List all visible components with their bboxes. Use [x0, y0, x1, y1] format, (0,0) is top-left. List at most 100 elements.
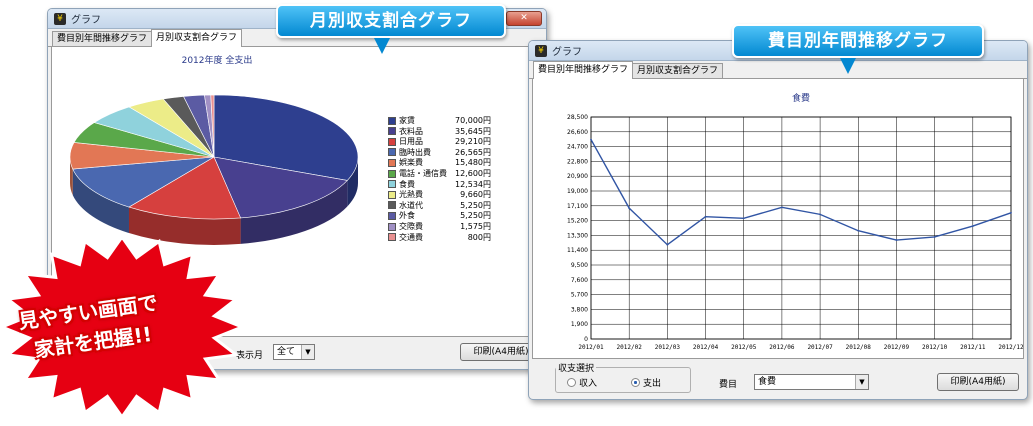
pie-slice-11	[210, 94, 215, 158]
legend-swatch	[388, 127, 396, 136]
tab-yearly-trend[interactable]: 費目別年間推移グラフ	[533, 61, 634, 79]
legend-value: 15,480円	[455, 158, 491, 168]
pie-side-3	[72, 169, 129, 234]
legend-swatch	[388, 148, 396, 157]
data-point	[933, 236, 936, 238]
data-point	[742, 217, 745, 220]
legend-value: 9,660円	[460, 190, 491, 200]
data-point	[895, 239, 898, 241]
data-point	[1010, 211, 1012, 214]
legend-item: 日用品 29,210円	[388, 136, 491, 147]
line-chart-title: 食費	[792, 92, 810, 104]
radio-selected-icon	[631, 378, 640, 387]
pie-slice-1	[213, 156, 348, 219]
y-tick-label: 13,300	[567, 232, 588, 239]
legend-value: 29,210円	[455, 137, 491, 147]
display-month-select[interactable]: 全て ▼	[273, 344, 315, 360]
print-button-1[interactable]: 印刷(A4用紙)	[460, 343, 542, 361]
callout-monthly: 月別収支割合グラフ	[276, 4, 506, 38]
y-tick-label: 20,900	[567, 173, 588, 180]
y-tick-label: 11,400	[567, 247, 588, 254]
income-expense-legend: 収支選択	[558, 364, 595, 374]
y-tick-label: 24,700	[567, 144, 588, 151]
y-tick-label: 15,200	[567, 218, 588, 225]
window2-tabs: 費目別年間推移グラフ 月別収支割合グラフ	[529, 61, 1027, 79]
line-chart: 食費 0 1,900 3,800 5,700 7,600 9,500 11,400 13,300…	[567, 92, 1023, 351]
legend-value: 35,645円	[455, 126, 491, 136]
window-yearly-trend: ¥ グラフ 費目別年間推移グラフ 月別収支割合グラフ 食費 0 1,900 3,800…	[528, 40, 1028, 400]
callout-yearly-tail	[840, 58, 856, 74]
legend-name: 日用品	[399, 137, 423, 147]
close-button[interactable]: ✕	[506, 11, 542, 26]
y-tick-label: 3,800	[571, 306, 588, 313]
pie-slice-2	[128, 156, 242, 220]
legend-name: 娯楽費	[399, 158, 423, 168]
tab-monthly-ratio[interactable]: 月別収支割合グラフ	[151, 29, 243, 47]
pie-side-4	[70, 157, 73, 196]
legend-value: 800円	[467, 232, 491, 242]
legend-item: 光熱費 9,660円	[388, 189, 491, 200]
legend-item: 臨時出費 26,565円	[388, 147, 491, 158]
data-point	[666, 243, 669, 246]
app-icon: ¥	[54, 12, 66, 25]
legend-item: 娯楽費 15,480円	[388, 157, 491, 168]
radio-income[interactable]: 収入	[567, 376, 597, 389]
legend-item: 交際費 1,575円	[388, 221, 491, 232]
legend-swatch	[388, 137, 396, 146]
legend-item: 電話・通信費 12,600円	[388, 168, 491, 179]
legend-swatch	[388, 233, 396, 242]
y-tick-label: 9,500	[571, 262, 588, 269]
x-tick-label: 2012/07	[807, 344, 833, 351]
category-select[interactable]: 食費 ▼	[754, 374, 869, 390]
y-tick-label: 17,100	[567, 203, 588, 210]
plot-area	[590, 116, 1012, 340]
legend-item: 交通費 800円	[388, 232, 491, 243]
pie-chart	[69, 94, 359, 246]
x-tick-label: 2012/08	[846, 344, 872, 351]
print-button-2[interactable]: 印刷(A4用紙)	[937, 373, 1019, 391]
window1-pane: 2012年度 全支出 家賃 70,000円 衣料品 35,645円 日用品 29,210円…	[51, 47, 543, 337]
y-tick-label: 7,600	[571, 277, 588, 284]
tab-yearly-trend[interactable]: 費目別年間推移グラフ	[52, 31, 153, 46]
app-icon: ¥	[535, 44, 547, 57]
income-expense-group: 収支選択	[555, 361, 691, 393]
callout-monthly-tail	[374, 38, 390, 54]
legend-swatch	[388, 180, 396, 189]
pie-side-2	[128, 207, 241, 246]
pie-chart-title: 2012年度 全支出	[181, 56, 253, 66]
x-tick-label: 2012/06	[769, 344, 795, 351]
legend-swatch	[388, 158, 396, 167]
legend-name: 食費	[399, 179, 415, 189]
y-tick-label: 22,800	[567, 158, 588, 165]
legend-swatch	[388, 211, 396, 220]
legend-value: 70,000円	[455, 116, 491, 125]
x-tick-label: 2012/01	[578, 344, 604, 351]
category-label: 費目	[719, 380, 738, 390]
data-point	[704, 215, 707, 218]
y-tick-label: 5,700	[571, 292, 588, 299]
data-point	[971, 225, 974, 227]
chevron-down-icon: ▼	[855, 375, 868, 389]
radio-expense-label: 支出	[643, 379, 662, 389]
radio-circle-icon	[567, 378, 576, 387]
category-value: 食費	[758, 377, 777, 387]
x-tick-label: 2012/03	[655, 344, 681, 351]
series-line	[590, 139, 1012, 246]
legend-value: 5,250円	[460, 211, 491, 221]
x-tick-label: 2012/11	[960, 344, 986, 351]
legend-item: 家賃 70,000円	[388, 115, 491, 126]
x-tick-label: 2012/05	[731, 344, 757, 351]
legend-value: 12,600円	[455, 169, 491, 178]
legend-name: 臨時出費	[399, 147, 431, 157]
legend-value: 1,575円	[460, 222, 491, 231]
window2-pane: 食費 0 1,900 3,800 5,700 7,600 9,500 11,400 13,300…	[532, 79, 1024, 359]
tab-monthly-ratio[interactable]: 月別収支割合グラフ	[632, 63, 724, 78]
x-tick-label: 2012/12	[998, 344, 1023, 351]
display-month-value: 全て	[277, 347, 296, 357]
radio-expense[interactable]: 支出	[631, 376, 661, 389]
x-tick-label: 2012/02	[617, 344, 643, 351]
legend-value: 12,534円	[455, 179, 491, 189]
radio-income-label: 収入	[579, 379, 598, 389]
legend-swatch	[388, 116, 396, 125]
window1-title: グラフ	[71, 15, 101, 26]
